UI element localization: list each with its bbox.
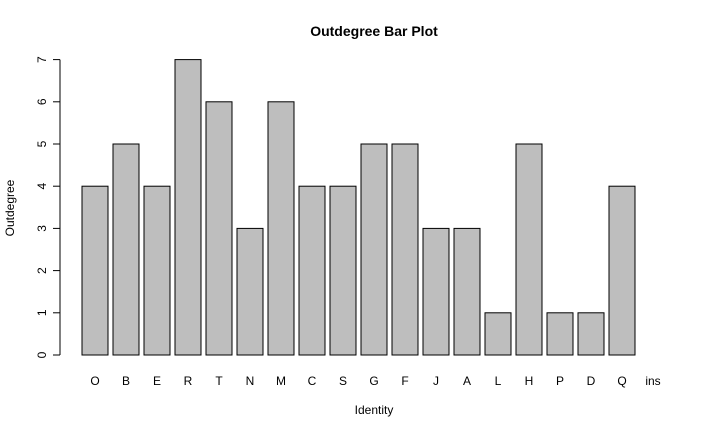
- x-tick-label-F: F: [401, 374, 408, 388]
- y-tick-label-7: 7: [35, 56, 49, 63]
- x-tick-label-C: C: [308, 374, 317, 388]
- bar-S: [329, 185, 357, 356]
- x-tick-label-B: B: [122, 374, 130, 388]
- bar-L: [484, 312, 512, 356]
- bar-O: [81, 185, 109, 356]
- y-tick-label-3: 3: [35, 225, 49, 232]
- bar-J: [422, 227, 450, 356]
- bar-H: [515, 143, 543, 356]
- x-tick-label-P: P: [556, 374, 564, 388]
- bar-M: [267, 101, 295, 356]
- y-tick-label-2: 2: [35, 267, 49, 274]
- y-tick-label-5: 5: [35, 140, 49, 147]
- bar-T: [205, 101, 233, 356]
- chart-title: Outdegree Bar Plot: [310, 23, 438, 39]
- bar-A: [453, 227, 481, 356]
- y-tick-label-0: 0: [35, 351, 49, 358]
- x-tick-label-A: A: [463, 374, 471, 388]
- bar-Q: [608, 185, 636, 356]
- bar-P: [546, 312, 574, 356]
- x-tick-label-Q: Q: [617, 374, 626, 388]
- x-tick-label-L: L: [495, 374, 502, 388]
- bars-group: [81, 59, 636, 356]
- x-tick-label-T: T: [215, 374, 223, 388]
- y-axis: 0 1 2 3 4 5 6 7: [35, 56, 61, 358]
- bar-G: [360, 143, 388, 356]
- bar-E: [143, 185, 171, 356]
- y-tick-label-4: 4: [35, 183, 49, 190]
- x-tick-label-J: J: [433, 374, 439, 388]
- x-tick-label-R: R: [184, 374, 193, 388]
- y-tick-label-1: 1: [35, 309, 49, 316]
- y-tick-label-6: 6: [35, 98, 49, 105]
- x-tick-label-E: E: [153, 374, 161, 388]
- x-tick-label-G: G: [369, 374, 378, 388]
- x-axis-label: Identity: [355, 403, 394, 417]
- bar-F: [391, 143, 419, 356]
- bar-D: [577, 312, 605, 356]
- bar-B: [112, 143, 140, 356]
- x-tick-label-H: H: [525, 374, 534, 388]
- x-tick-label-O: O: [90, 374, 99, 388]
- x-tick-label-ins: ins: [645, 374, 660, 388]
- bar-R: [174, 59, 202, 356]
- bar-N: [236, 227, 264, 356]
- x-tick-label-N: N: [246, 374, 255, 388]
- x-tick-label-M: M: [276, 374, 286, 388]
- y-axis-label: Outdegree: [3, 179, 17, 236]
- x-tick-label-S: S: [339, 374, 347, 388]
- x-tick-label-D: D: [587, 374, 596, 388]
- bar-C: [298, 185, 326, 356]
